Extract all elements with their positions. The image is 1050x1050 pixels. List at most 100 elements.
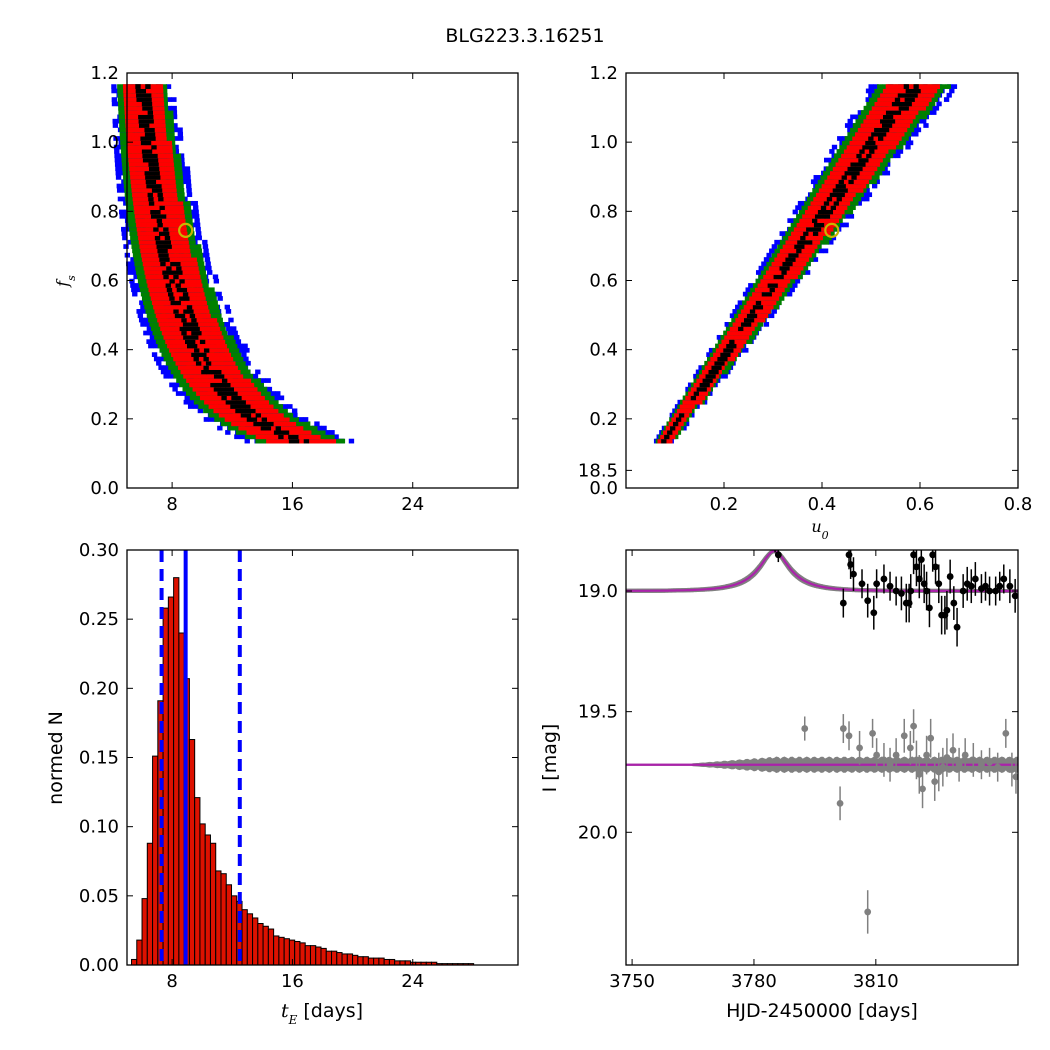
fs-tE-level-black-cell	[240, 404, 246, 409]
fs-tE-level-black-cell	[150, 175, 156, 180]
fs-tE-level-red-cell	[139, 166, 145, 172]
fs-tE-level-green-cell	[163, 118, 169, 124]
fs-tE-level-red-cell	[158, 97, 164, 102]
fs-u0-level-black-cell	[716, 365, 722, 370]
fs-tE-level-red-cell	[248, 412, 254, 418]
fs-tE-level-red-cell	[233, 382, 240, 388]
fs-tE-level-green-cell	[320, 430, 326, 435]
fs-tE-level-red-cell	[135, 218, 141, 223]
fs-u0-level-green-cell	[858, 192, 864, 198]
fs-tE-level-green-cell	[211, 296, 217, 301]
fs-tE-level-blue-cell	[111, 101, 118, 107]
fs-u0-level-green-cell	[823, 170, 829, 176]
fs-tE-level-red-cell	[137, 153, 144, 159]
fs-u0-level-black-cell	[842, 187, 848, 193]
fs-tE-level-red-cell	[195, 339, 201, 345]
fs-u0-level-red-cell	[713, 352, 719, 357]
fs-tE-level-red-cell	[175, 339, 181, 345]
fs-tE-level-red-cell	[151, 278, 157, 284]
fs-u0-level-red-cell	[738, 313, 744, 319]
fs-u0-level-black-cell	[858, 157, 864, 163]
fs-u0-level-green-cell	[797, 274, 803, 280]
fs-tE-level-black-cell	[146, 101, 153, 107]
fs-u0-level-green-cell	[782, 235, 788, 241]
fs-tE-level-green-cell	[232, 343, 238, 349]
fs-tE-level-green-cell	[339, 438, 346, 444]
fs-u0-level-blue-cell	[722, 373, 728, 379]
fs-tE-level-red-cell	[175, 248, 181, 254]
fs-tE-level-red-cell	[167, 343, 173, 349]
fs-tE-level-blue-cell	[243, 356, 249, 362]
fs-u0-level-green-cell	[798, 209, 805, 215]
fs-tE-level-blue-cell	[130, 257, 136, 262]
fs-tE-level-black-cell	[218, 386, 225, 392]
fs-tE-level-blue-cell	[231, 326, 237, 332]
fs-u0-level-red-cell	[784, 278, 791, 284]
fs-tE-level-black-cell	[142, 105, 148, 111]
fs-tE-level-red-cell	[190, 296, 196, 301]
fs-tE-level-red-cell	[174, 291, 180, 297]
fs-tE-level-red-cell	[215, 360, 221, 366]
fs-tE-level-green-cell	[260, 438, 266, 444]
fs-tE-level-blue-cell	[180, 391, 187, 396]
fs-tE-level-red-cell	[174, 244, 180, 249]
fs-tE-level-blue-cell	[287, 404, 293, 409]
fs-u0-level-red-cell	[736, 339, 742, 345]
fs-u0-level-green-cell	[853, 192, 859, 198]
fs-tE-level-green-cell	[187, 218, 193, 223]
fs-tE-level-blue-cell	[193, 209, 199, 215]
fs-u0-level-black-cell	[833, 200, 839, 206]
fs-u0-level-blue-cell	[818, 248, 824, 254]
fs-tE-level-green-cell	[242, 365, 248, 370]
fs-tE-level-red-cell	[181, 257, 187, 262]
fs-tE-level-black-cell	[136, 92, 142, 98]
fs-tE-level-red-cell	[156, 300, 163, 306]
fs-u0-level-red-cell	[719, 365, 725, 370]
fs-tE-level-red-cell	[138, 200, 144, 206]
fs-tE-level-red-cell	[140, 127, 147, 133]
fs-u0-level-black-cell	[725, 352, 731, 357]
fs-tE-level-red-cell	[223, 347, 229, 353]
fs-tE-level-red-cell	[220, 369, 226, 375]
fs-tE-level-green-cell	[168, 365, 174, 370]
fs-tE-best-fit-marker	[178, 222, 194, 238]
fs-u0-level-red-cell	[775, 278, 781, 284]
fs-tE-level-red-cell	[175, 218, 181, 223]
fs-tE-level-red-cell	[306, 430, 312, 435]
fs-u0-level-green-cell	[863, 114, 869, 120]
fs-tE-level-blue-cell	[194, 218, 200, 223]
fs-tE-level-red-cell	[191, 300, 198, 306]
fs-tE-level-green-cell	[164, 136, 170, 141]
fs-tE-level-green-cell	[209, 309, 216, 314]
fs-tE-level-red-cell	[239, 395, 246, 401]
fs-tE-level-red-cell	[133, 200, 139, 206]
fs-tE-level-green-cell	[117, 88, 123, 94]
fs-tE-level-black-cell	[169, 278, 175, 284]
fs-tE-level-black-cell	[189, 326, 195, 332]
fs-tE-level-red-cell	[274, 417, 280, 422]
fs-tE-level-black-cell	[193, 334, 199, 340]
fs-tE-level-red-cell	[172, 317, 178, 323]
fs-tE-level-red-cell	[132, 149, 138, 154]
fs-tE-level-red-cell	[168, 304, 174, 310]
fs-tE-level-red-cell	[188, 287, 194, 293]
fs-u0-level-blue-cell	[913, 131, 919, 137]
fs-u0-level-red-cell	[790, 239, 796, 245]
fs-u0-level-red-cell	[875, 114, 882, 120]
fs-tE-level-green-cell	[127, 218, 134, 223]
fs-tE-level-red-cell	[170, 326, 176, 332]
fs-u0-level-green-cell	[779, 239, 786, 245]
fs-tE-level-red-cell	[138, 205, 145, 211]
fs-u0-level-red-cell	[895, 114, 901, 120]
fs-tE-level-red-cell	[137, 149, 143, 154]
fs-tE-level-red-cell	[273, 408, 279, 414]
fs-tE-level-red-cell	[138, 162, 145, 167]
fs-tE-level-black-cell	[191, 317, 197, 323]
fs-tE-level-blue-cell	[292, 412, 298, 418]
fs-tE-level-red-cell	[155, 274, 161, 280]
fs-tE-level-black-cell	[156, 187, 163, 193]
fs-tE-level-red-cell	[176, 330, 183, 336]
fs-u0-level-red-cell	[774, 287, 780, 293]
fs-tE-level-green-cell	[185, 205, 192, 211]
